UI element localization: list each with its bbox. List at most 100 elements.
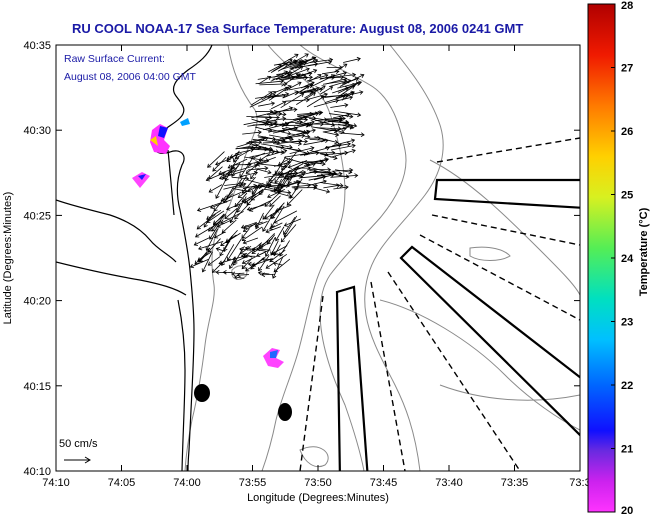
current-vector xyxy=(262,258,274,261)
current-vector-head xyxy=(254,223,259,228)
current-vector-head xyxy=(274,187,278,193)
current-vector xyxy=(332,139,355,147)
current-vector-head xyxy=(242,227,248,232)
current-vector-head xyxy=(265,117,270,123)
current-vector xyxy=(228,158,248,169)
current-vector xyxy=(269,222,283,230)
current-vector xyxy=(226,178,243,199)
x-tick-label: 73:40 xyxy=(435,477,463,489)
current-vector-head xyxy=(330,122,335,127)
current-vector-head xyxy=(312,56,317,61)
current-vector-head xyxy=(241,265,246,270)
current-vector xyxy=(194,236,211,246)
current-vector-head xyxy=(269,202,274,207)
current-vector-head xyxy=(300,93,305,98)
current-vector xyxy=(330,104,348,108)
current-vector xyxy=(258,146,279,153)
current-vector-head xyxy=(218,175,224,180)
current-vector xyxy=(259,232,275,249)
current-vector xyxy=(209,184,223,193)
current-vector-head xyxy=(267,193,272,199)
current-vector-head xyxy=(301,133,306,139)
current-vector-head xyxy=(268,225,274,230)
current-vector xyxy=(316,127,342,130)
current-vector xyxy=(278,158,294,175)
current-vector xyxy=(311,117,328,121)
current-vector xyxy=(239,175,247,187)
colorbar-tick-label: 27 xyxy=(621,63,633,75)
current-vector xyxy=(291,184,311,188)
current-vector-head xyxy=(360,132,365,138)
current-vector xyxy=(273,262,283,266)
current-vector xyxy=(259,83,287,86)
current-vector xyxy=(304,85,326,99)
current-vector xyxy=(233,255,250,263)
colorbar-ticks: 28 27 26 25 24 23 22 21 20 xyxy=(611,0,634,517)
current-vector-head xyxy=(350,138,356,144)
current-vector xyxy=(266,170,279,186)
current-vector xyxy=(258,102,275,107)
current-vector-head xyxy=(274,187,279,192)
current-vector-head xyxy=(215,194,220,199)
current-vector-head xyxy=(275,237,280,242)
current-vector-head xyxy=(189,263,195,269)
current-vector xyxy=(221,219,237,234)
current-vector xyxy=(247,204,266,211)
current-vector-head xyxy=(250,265,255,270)
current-vector-head xyxy=(251,250,256,254)
current-vector xyxy=(223,235,234,252)
current-vector xyxy=(329,113,353,118)
x-tick-label: 74:00 xyxy=(173,477,201,489)
current-vector-head xyxy=(278,111,283,117)
current-vector xyxy=(333,63,348,73)
current-vector xyxy=(251,137,269,143)
current-vector xyxy=(293,170,318,177)
current-vector xyxy=(281,140,308,143)
current-vector xyxy=(300,175,325,179)
current-vector-head xyxy=(325,145,331,151)
y-tick-label: 40:35 xyxy=(23,40,51,52)
current-vector-head xyxy=(303,129,308,135)
current-vector-head xyxy=(254,143,259,148)
current-vector xyxy=(235,149,251,159)
current-vector-head xyxy=(322,174,327,180)
current-vector xyxy=(227,238,242,261)
current-vector-head xyxy=(304,139,309,144)
current-vector xyxy=(274,178,282,192)
bathymetry-contours xyxy=(184,45,580,471)
current-vector-head xyxy=(342,71,348,76)
current-vector-head xyxy=(290,75,296,80)
current-vector xyxy=(236,196,247,213)
current-vector xyxy=(202,251,213,273)
current-vector-head xyxy=(250,155,256,160)
current-vector-head xyxy=(250,196,255,201)
current-vector-head xyxy=(281,128,287,133)
current-vector xyxy=(297,113,314,117)
current-vector xyxy=(251,91,273,106)
current-vector-head xyxy=(222,270,227,275)
current-vector-head xyxy=(213,234,219,239)
current-vector-head xyxy=(345,174,350,179)
current-vector xyxy=(195,223,219,238)
current-vector-head xyxy=(305,97,310,103)
current-vector-head xyxy=(242,182,247,187)
current-vector-head xyxy=(240,224,246,230)
annotation-line2: August 08, 2006 04:00 GMT xyxy=(64,71,197,83)
current-vector xyxy=(251,152,266,160)
current-vector xyxy=(242,131,262,135)
current-vector-head xyxy=(351,148,356,154)
current-vector-head xyxy=(334,98,340,104)
current-vector-head xyxy=(279,252,284,257)
current-vector xyxy=(255,80,284,85)
current-vector xyxy=(206,210,225,223)
current-vector-head xyxy=(267,169,272,175)
current-vector-head xyxy=(311,128,316,133)
current-vector-head xyxy=(197,257,202,262)
current-vector-head xyxy=(277,64,282,69)
colorbar-tick-label: 20 xyxy=(621,505,633,517)
current-vector-head xyxy=(351,143,356,149)
current-vector xyxy=(303,87,320,92)
current-vector-head xyxy=(245,267,250,272)
current-vector-head xyxy=(286,201,291,206)
current-vector xyxy=(286,170,304,180)
